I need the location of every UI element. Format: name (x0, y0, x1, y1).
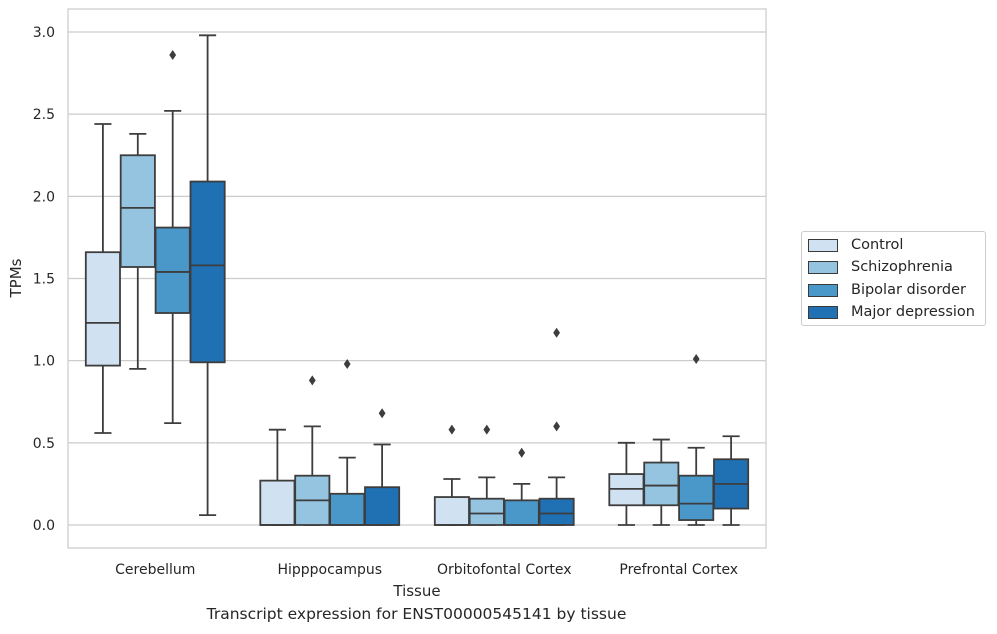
box-iqr (468, 497, 505, 526)
outlier-marker (169, 50, 177, 61)
legend-swatch-bipolar-disorder (808, 283, 838, 297)
box-iqr (538, 497, 575, 526)
outlier-marker (483, 424, 491, 435)
legend-swatch-schizophrenia (808, 260, 838, 274)
x-tick-labels: Cerebellum Hipppocampus Orbitofontal Corte… (115, 562, 738, 578)
x-axis-label: Tissue (392, 582, 440, 600)
outlier-marker (553, 421, 560, 432)
box-schizophrenia (119, 132, 156, 370)
box-major-depression (713, 435, 750, 526)
box-major-depression (364, 408, 401, 526)
box-schizophrenia (643, 438, 680, 526)
box-iqr (84, 251, 121, 367)
box-bipolar-disorder (503, 447, 540, 526)
legend-item-schizophrenia: Schizophrenia (808, 257, 953, 277)
box-control (608, 441, 645, 526)
outlier-marker (553, 327, 560, 338)
chart-title: Transcript expression for ENST0000054514… (206, 605, 627, 623)
y-tick-label: 2.0 (33, 189, 55, 205)
y-tick-label: 2.5 (33, 107, 55, 123)
legend-item-bipolar-disorder: Bipolar disorder (808, 280, 966, 300)
box-iqr (189, 180, 226, 364)
box-schizophrenia (468, 424, 505, 526)
box-control (84, 123, 121, 434)
legend-label-control: Control (851, 237, 904, 253)
x-tick-label: Prefrontal Cortex (619, 562, 738, 578)
legend-swatch-major-depression (808, 305, 838, 319)
y-tick-label: 0.0 (33, 518, 55, 534)
legend-item-control: Control (808, 235, 903, 255)
legend: Control Schizophrenia Bipolar disorder M… (801, 231, 986, 326)
y-tick-label: 1.0 (33, 354, 55, 370)
outlier-marker (308, 375, 316, 386)
outlier-marker (378, 408, 386, 419)
box-iqr (154, 226, 191, 314)
y-tick-labels: 0.0 0.5 1.0 1.5 2.0 2.5 3.0 (33, 25, 55, 534)
y-tick-label: 3.0 (33, 25, 55, 41)
y-tick-label: 1.5 (33, 272, 55, 288)
box-iqr (503, 499, 540, 526)
box-bipolar-disorder (678, 354, 715, 526)
box-iqr (259, 479, 296, 526)
y-axis-label: TPMs (7, 258, 25, 298)
box-groups (84, 34, 750, 526)
outlier-marker (518, 447, 526, 458)
legend-item-major-depression: Major depression (808, 302, 975, 322)
legend-label-bipolar-disorder: Bipolar disorder (851, 282, 966, 298)
legend-label-major-depression: Major depression (851, 304, 975, 320)
plot-frame (67, 8, 767, 549)
box-iqr (329, 492, 366, 526)
box-schizophrenia (294, 375, 331, 526)
box-bipolar-disorder (329, 358, 366, 526)
y-tick-label: 0.5 (33, 436, 55, 452)
outlier-marker (692, 354, 700, 365)
outlier-marker (448, 424, 456, 435)
box-iqr (678, 474, 715, 521)
x-tick-label: Hipppocampus (277, 562, 382, 578)
box-bipolar-disorder (154, 50, 191, 425)
legend-label-schizophrenia: Schizophrenia (851, 259, 953, 275)
outlier-marker (343, 358, 351, 369)
box-major-depression (538, 327, 575, 526)
box-iqr (433, 496, 470, 526)
box-major-depression (189, 34, 226, 517)
legend-swatch-control (808, 238, 838, 252)
x-tick-label: Cerebellum (115, 562, 195, 578)
box-iqr (364, 486, 401, 526)
box-control (259, 428, 296, 526)
box-iqr (643, 461, 680, 507)
box-iqr (119, 154, 156, 268)
x-tick-label: Orbitofontal Cortex (437, 562, 572, 578)
box-control (433, 424, 470, 526)
